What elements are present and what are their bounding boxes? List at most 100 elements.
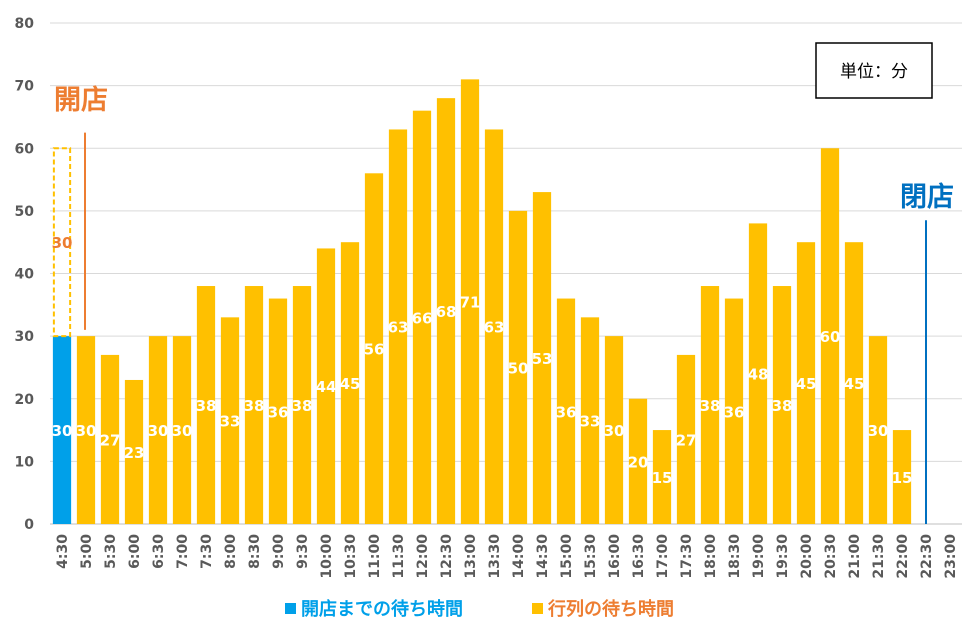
bar-series-2 <box>844 242 864 524</box>
data-label: 15 <box>652 469 673 487</box>
x-tick-label: 17:00 <box>655 534 671 579</box>
legend-swatch-series-2 <box>532 603 543 614</box>
x-tick-label: 20:30 <box>823 534 839 579</box>
bar-series-2 <box>508 210 528 524</box>
data-label: 45 <box>844 375 865 393</box>
data-label: 36 <box>556 403 577 421</box>
data-label: 15 <box>892 469 913 487</box>
data-label: 38 <box>700 397 721 415</box>
data-label: 48 <box>748 366 769 384</box>
x-tick-label: 9:30 <box>295 534 311 569</box>
bar-series-2 <box>484 129 504 524</box>
x-tick-label: 10:30 <box>343 534 359 579</box>
data-label: 33 <box>580 413 601 431</box>
bar-series-2 <box>244 286 264 524</box>
legend-swatch-series-1 <box>285 603 296 614</box>
bar-series-2 <box>436 98 456 525</box>
bar-series-2 <box>412 110 432 525</box>
opening-annotation: 開店 <box>54 85 108 116</box>
bar-series-2 <box>388 129 408 524</box>
bar-series-2 <box>796 242 816 524</box>
legend-item-series-2: 行列の待ち時間 <box>532 598 674 620</box>
x-tick-label: 17:30 <box>679 534 695 579</box>
bar-series-2 <box>580 317 600 524</box>
unit-box-frame <box>815 42 933 99</box>
data-label: 38 <box>292 397 313 415</box>
data-label: 30 <box>604 422 625 440</box>
bar-series-2 <box>148 336 168 524</box>
y-tick-label: 80 <box>15 16 35 32</box>
x-tick-label: 15:30 <box>583 534 599 579</box>
data-label: 30 <box>148 422 169 440</box>
data-label: 38 <box>772 397 793 415</box>
data-label: 30 <box>868 422 889 440</box>
bar-ghost <box>52 147 72 338</box>
y-tick-label: 10 <box>15 454 35 470</box>
data-label: 44 <box>316 378 337 396</box>
bar-series-2 <box>460 79 480 525</box>
unit-box-label: 単位：分 <box>840 62 908 82</box>
bar-series-2 <box>820 148 840 524</box>
data-label: 68 <box>436 303 457 321</box>
bar-series-2 <box>868 336 888 524</box>
x-tick-label: 16:00 <box>607 534 623 579</box>
bar-series-2 <box>748 223 768 524</box>
bar-series-2 <box>652 430 672 524</box>
y-tick-label: 20 <box>15 392 35 408</box>
x-tick-label: 7:00 <box>175 534 191 569</box>
bar-series-2 <box>100 354 120 524</box>
x-tick-label: 18:00 <box>703 534 719 579</box>
data-label: 56 <box>364 341 385 359</box>
x-tick-label: 21:30 <box>871 534 887 579</box>
x-tick-label: 19:30 <box>775 534 791 579</box>
x-tick-label: 22:30 <box>919 534 935 579</box>
x-tick-label: 22:00 <box>895 534 911 579</box>
x-tick-label: 16:30 <box>631 534 647 579</box>
bar-series-2 <box>172 336 192 524</box>
y-tick-label: 0 <box>24 517 34 533</box>
x-tick-label: 13:30 <box>487 534 503 579</box>
bar-series-2 <box>124 379 144 524</box>
y-tick-label: 70 <box>15 79 35 95</box>
data-label: 27 <box>676 431 697 449</box>
y-tick-label: 30 <box>15 329 35 345</box>
closing-annotation: 閉店 <box>900 182 954 213</box>
x-tick-label: 23:00 <box>943 534 959 579</box>
data-label: 23 <box>124 444 145 462</box>
bar-series-2 <box>76 336 96 524</box>
x-tick-label: 11:30 <box>391 534 407 579</box>
bar-series-2 <box>772 286 792 524</box>
x-tick-label: 15:00 <box>559 534 575 579</box>
x-tick-label: 19:00 <box>751 534 767 579</box>
x-tick-label: 8:30 <box>247 534 263 569</box>
bar-series-1 <box>52 336 72 524</box>
bar-series-2 <box>220 317 240 524</box>
data-label: 66 <box>412 309 433 327</box>
x-tick-label: 21:00 <box>847 534 863 579</box>
x-tick-label: 14:00 <box>511 534 527 579</box>
data-label: 45 <box>340 375 361 393</box>
y-tick-label: 50 <box>15 204 35 220</box>
data-label: 63 <box>484 319 505 337</box>
bar-series-2 <box>268 298 288 524</box>
y-tick-label: 40 <box>15 267 35 283</box>
bar-series-2 <box>700 286 720 524</box>
x-tick-label: 12:00 <box>415 534 431 579</box>
data-label: 50 <box>508 359 529 377</box>
y-axis-ticks: 0 10 20 30 40 50 60 70 80 <box>15 16 35 533</box>
legend-label-series-1: 開店までの待ち時間 <box>301 598 463 620</box>
data-label: 60 <box>820 328 841 346</box>
bar-series-2 <box>364 173 384 525</box>
x-tick-label: 14:30 <box>535 534 551 579</box>
bar-series-2 <box>604 336 624 524</box>
bar-series-2 <box>676 354 696 524</box>
x-tick-label: 20:00 <box>799 534 815 579</box>
data-label: 30 <box>172 422 193 440</box>
bar-series-2 <box>892 430 912 524</box>
bar-series-2 <box>340 242 360 524</box>
data-label: 45 <box>796 375 817 393</box>
data-label: 38 <box>244 397 265 415</box>
data-label: 53 <box>532 350 553 368</box>
